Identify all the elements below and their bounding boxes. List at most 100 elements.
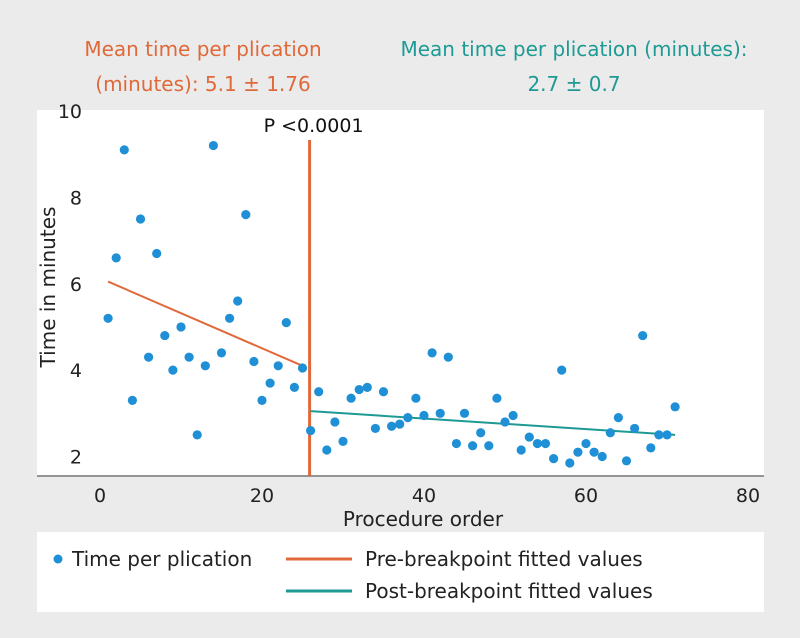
data-point xyxy=(508,410,518,421)
data-point xyxy=(160,330,170,341)
data-point xyxy=(443,352,453,362)
data-point xyxy=(581,438,591,449)
data-point xyxy=(152,248,162,259)
data-point xyxy=(427,348,437,358)
data-point xyxy=(322,445,332,455)
data-point xyxy=(168,365,178,375)
data-point xyxy=(435,408,445,418)
legend-label-post: Post-breakpoint fitted values xyxy=(365,579,653,603)
data-point xyxy=(395,419,405,429)
data-point xyxy=(500,417,510,427)
y-axis-title: Time in minutes xyxy=(36,207,60,369)
data-point xyxy=(314,387,324,397)
data-point xyxy=(362,382,372,392)
data-point xyxy=(621,456,632,466)
data-point xyxy=(208,140,218,151)
data-point xyxy=(670,402,680,412)
data-point xyxy=(451,438,461,449)
data-point xyxy=(265,378,275,388)
y-tick-label: 2 xyxy=(70,447,82,469)
data-point xyxy=(378,387,389,397)
data-point xyxy=(225,313,235,323)
data-point xyxy=(249,356,259,367)
data-point xyxy=(184,352,194,362)
data-point xyxy=(589,447,599,457)
legend-box xyxy=(37,532,764,612)
data-point xyxy=(403,413,413,423)
data-point xyxy=(297,363,308,373)
data-point xyxy=(281,318,291,328)
data-point xyxy=(370,423,380,434)
x-tick-label: 80 xyxy=(736,485,760,507)
x-tick-label: 40 xyxy=(412,485,436,507)
data-point xyxy=(540,438,551,449)
pre-mean-line1: Mean time per plication xyxy=(84,37,321,61)
post-mean-line1: Mean time per plication (minutes): xyxy=(400,37,747,61)
x-tick-label: 20 xyxy=(250,485,274,507)
data-point xyxy=(192,430,202,440)
legend: Time per plication Pre-breakpoint fitted… xyxy=(53,547,653,603)
data-point xyxy=(468,441,478,451)
data-point xyxy=(273,361,283,371)
data-point xyxy=(516,445,526,455)
breakpoint-annotation: P <0.0001 xyxy=(264,115,364,137)
data-point xyxy=(476,428,486,438)
data-point xyxy=(241,210,251,220)
data-point xyxy=(573,447,583,457)
legend-label-pre: Pre-breakpoint fitted values xyxy=(365,547,643,571)
data-point xyxy=(354,384,364,395)
data-point xyxy=(176,322,186,332)
data-point xyxy=(646,443,656,453)
pre-mean-line2: (minutes): 5.1 ± 1.76 xyxy=(95,72,310,96)
post-mean-line2: 2.7 ± 0.7 xyxy=(527,72,620,96)
legend-label-scatter: Time per plication xyxy=(71,547,252,571)
data-point xyxy=(630,423,640,434)
data-point xyxy=(144,352,154,362)
data-point xyxy=(346,393,356,403)
y-tick-label: 6 xyxy=(70,274,82,296)
data-point xyxy=(306,425,316,436)
legend-marker-scatter xyxy=(53,554,63,564)
x-axis-title: Procedure order xyxy=(343,507,504,531)
data-point xyxy=(557,365,567,375)
plot-area xyxy=(37,110,764,477)
data-point xyxy=(330,417,340,427)
p-value-label: P <0.0001 xyxy=(264,115,364,137)
data-point xyxy=(387,421,397,431)
x-tick-label: 60 xyxy=(574,485,598,507)
data-point xyxy=(127,395,137,405)
y-tick-label: 4 xyxy=(70,360,82,382)
data-point xyxy=(119,145,129,155)
data-point xyxy=(638,330,648,341)
y-tick-label: 10 xyxy=(58,101,82,123)
data-point xyxy=(289,382,299,392)
data-point xyxy=(216,348,227,358)
data-point xyxy=(565,458,575,468)
data-point xyxy=(613,413,624,423)
y-tick-label: 8 xyxy=(70,187,82,209)
data-point xyxy=(484,441,494,451)
data-point xyxy=(200,361,210,371)
data-point xyxy=(103,313,113,323)
data-point xyxy=(597,451,607,462)
axes: 0 20 40 60 80 2 4 6 8 10 xyxy=(37,101,764,507)
data-point xyxy=(338,436,348,446)
data-point xyxy=(111,253,121,263)
data-point xyxy=(257,395,267,405)
data-point xyxy=(459,408,470,418)
data-point xyxy=(419,410,429,421)
data-point xyxy=(135,214,146,224)
data-point xyxy=(654,430,664,440)
data-point xyxy=(532,438,543,449)
data-point xyxy=(605,428,615,438)
pre-breakpoint-fit-line xyxy=(107,280,303,367)
data-point xyxy=(233,296,243,306)
data-point xyxy=(662,430,672,440)
data-point xyxy=(492,393,502,403)
data-points xyxy=(103,140,680,468)
data-point xyxy=(549,454,559,464)
data-point xyxy=(411,393,421,403)
data-point xyxy=(524,432,534,442)
x-tick-label: 0 xyxy=(94,485,106,507)
